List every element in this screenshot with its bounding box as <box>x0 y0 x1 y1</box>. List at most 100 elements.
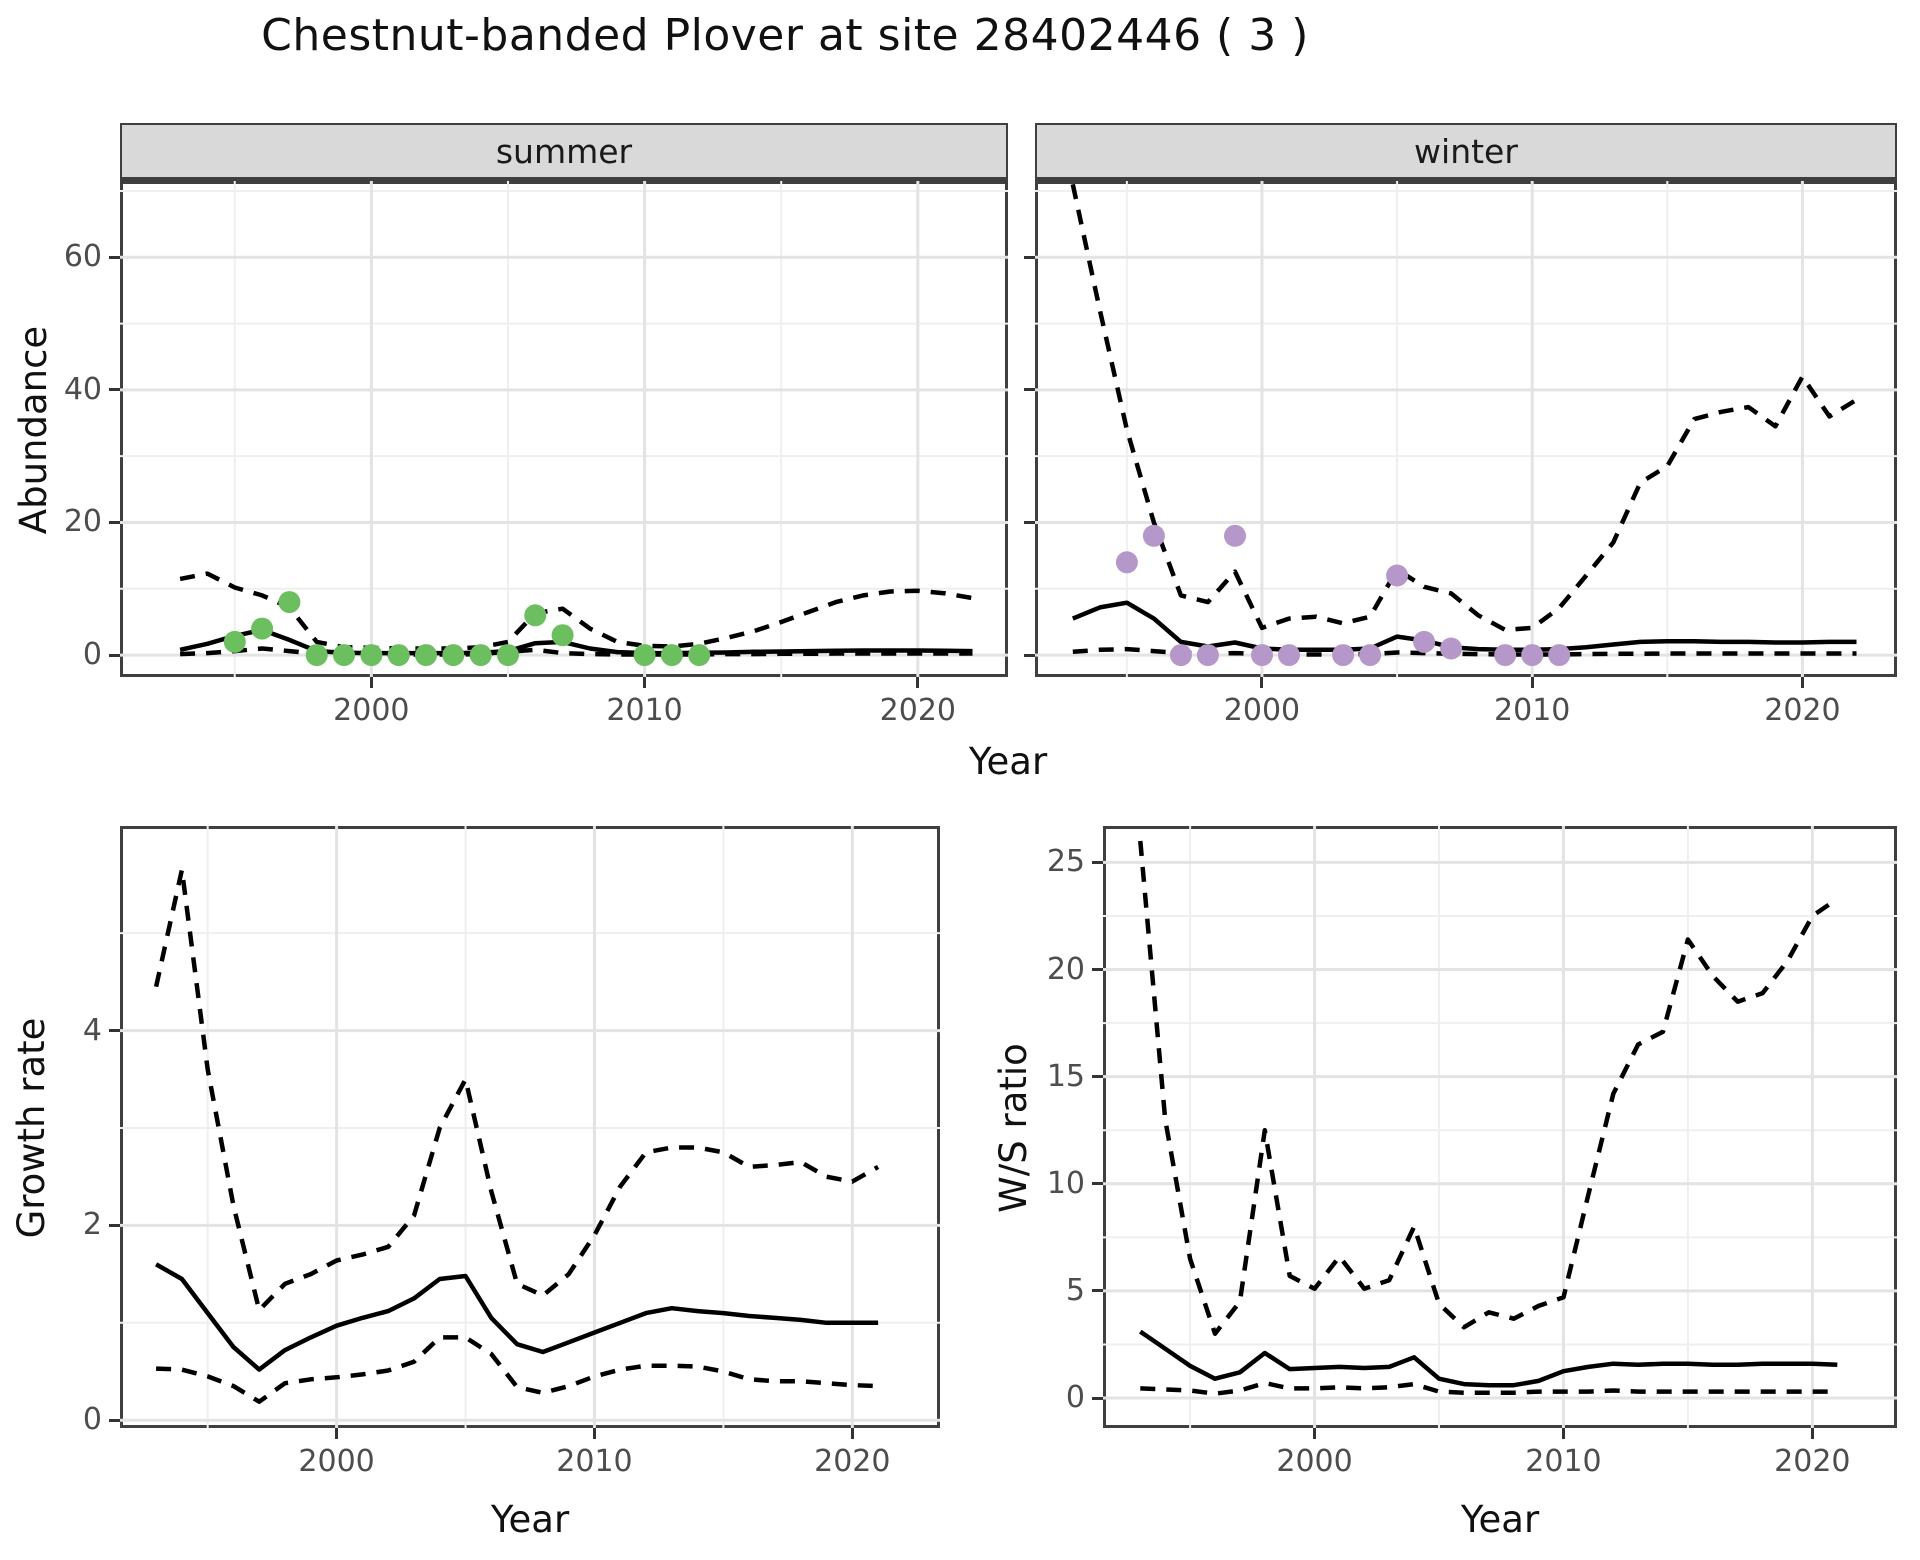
observed_winter_counts-point <box>1548 644 1571 667</box>
x-tick-label: 2020 <box>814 1444 891 1479</box>
observed_winter_counts-point <box>1224 524 1246 547</box>
observed_winter_counts-point <box>1494 644 1517 667</box>
x-tick-mark <box>1260 677 1264 688</box>
x-tick-label: 2000 <box>298 1444 375 1479</box>
x-tick-label: 2020 <box>1764 693 1841 728</box>
observed_summer_counts-point <box>387 644 410 667</box>
y-tick-mark <box>1092 1075 1103 1079</box>
x-tick-mark <box>1530 677 1534 688</box>
observed_winter_counts-point <box>1278 644 1300 667</box>
x-tick-mark <box>1800 677 1804 688</box>
observed_winter_counts-point <box>1169 644 1192 667</box>
panel-abundance-summer <box>120 181 1008 677</box>
x-tick-label: 2010 <box>1525 1444 1602 1479</box>
observed_winter_counts-point <box>1440 637 1463 660</box>
x-tick-label: 2020 <box>879 693 956 728</box>
observed_winter_counts-point <box>1359 644 1382 667</box>
abundance_summer-upper_ci-line <box>179 571 973 651</box>
observed_summer_counts-point <box>333 644 355 667</box>
ws_ratio-plot <box>1103 826 1897 1428</box>
observed_summer_counts-point <box>360 644 383 667</box>
observed_winter_counts-point <box>1251 644 1273 667</box>
growth_rate-upper_ci-line <box>153 867 880 1313</box>
abundance_winter-plot <box>1035 181 1897 677</box>
x-tick-mark <box>850 1428 854 1439</box>
y-tick-mark <box>109 1418 120 1422</box>
observed_summer_counts-point <box>551 624 574 647</box>
x-tick-label: 2000 <box>1223 693 1301 728</box>
panel-ws-ratio <box>1103 826 1897 1428</box>
observed_winter_counts-point <box>1332 644 1355 667</box>
x-axis-title-year-bottom-right: Year <box>1460 1498 1540 1541</box>
observed_winter_counts-point <box>1196 644 1219 667</box>
y-axis-title-growth-rate: Growth rate <box>10 1017 53 1239</box>
observed_summer_counts-point <box>633 644 656 667</box>
observed_winter_counts-point <box>1115 551 1138 574</box>
observed_summer_counts-point <box>223 630 246 653</box>
x-tick-label: 2010 <box>556 1444 633 1479</box>
facet-strip-summer-label: summer <box>495 131 633 171</box>
abundance_winter-upper_ci-line <box>1070 183 1858 633</box>
y-tick-mark <box>1024 520 1035 524</box>
growth_rate-lower_ci-line <box>156 1335 879 1404</box>
y-tick-mark <box>109 520 120 524</box>
y-tick-mark <box>1092 968 1103 972</box>
observed_winter_counts-point <box>1142 524 1165 547</box>
x-tick-mark <box>1561 1428 1565 1439</box>
x-tick-label: 2010 <box>606 693 683 728</box>
y-tick-mark <box>109 255 120 259</box>
y-tick-label: 4 <box>82 1012 102 1048</box>
y-tick-mark <box>1092 1289 1103 1293</box>
observed_summer_counts-point <box>497 644 519 667</box>
growth_rate-fit-line <box>154 1262 879 1372</box>
x-tick-label: 2020 <box>1774 1444 1851 1479</box>
y-tick-mark <box>109 653 120 657</box>
y-tick-label: 60 <box>63 239 102 275</box>
observed_summer_counts-point <box>415 644 437 667</box>
growth_rate-plot <box>120 826 940 1428</box>
y-tick-mark <box>109 388 120 392</box>
facet-strip-winter-label: winter <box>1414 131 1518 171</box>
y-tick-mark <box>109 1223 120 1227</box>
observed_summer_counts-point <box>442 644 465 667</box>
facet-strip-summer: summer <box>120 123 1008 181</box>
x-tick-mark <box>592 1428 596 1439</box>
x-tick-mark <box>916 677 920 688</box>
x-axis-title-year-bottom-left: Year <box>490 1498 570 1541</box>
panel-abundance-winter <box>1035 181 1897 677</box>
observed_summer_counts-point <box>660 644 683 667</box>
page-title: Chestnut-banded Plover at site 28402446 … <box>261 10 1309 61</box>
abundance_winter-fit-line <box>1071 600 1857 653</box>
y-tick-label: 20 <box>63 504 102 540</box>
y-tick-label: 20 <box>1046 951 1085 987</box>
observed_summer_counts-point <box>251 617 274 640</box>
y-tick-mark <box>1092 1182 1103 1186</box>
observed_winter_counts-point <box>1521 644 1544 667</box>
y-tick-mark <box>109 1029 120 1033</box>
x-tick-label: 2000 <box>333 693 410 728</box>
y-tick-label: 10 <box>1046 1165 1085 1201</box>
ws_ratio-upper_ci-line <box>1138 840 1839 1336</box>
x-tick-mark <box>335 1428 339 1439</box>
y-tick-mark <box>1092 1396 1103 1400</box>
x-axis-title-year-top: Year <box>968 740 1048 783</box>
observed_summer_counts-point <box>688 644 711 667</box>
ws_ratio-fit-line <box>1139 1329 1838 1388</box>
observed_winter_counts-point <box>1386 564 1409 587</box>
y-tick-mark <box>1092 860 1103 864</box>
panel-growth-rate <box>120 826 940 1428</box>
y-tick-mark <box>1024 653 1035 657</box>
x-tick-label: 2000 <box>1276 1444 1353 1479</box>
x-tick-label: 2010 <box>1494 693 1571 728</box>
ws_ratio-lower_ci-line <box>1140 1380 1838 1396</box>
facet-strip-winter: winter <box>1035 123 1897 181</box>
x-tick-mark <box>1313 1428 1317 1439</box>
observed_summer_counts-point <box>524 604 547 627</box>
observed_summer_counts-point <box>469 644 492 667</box>
y-tick-label: 5 <box>1065 1272 1085 1308</box>
y-tick-label: 25 <box>1046 844 1085 880</box>
x-tick-mark <box>643 677 647 688</box>
x-tick-mark <box>1810 1428 1814 1439</box>
observed_summer_counts-point <box>278 591 301 614</box>
